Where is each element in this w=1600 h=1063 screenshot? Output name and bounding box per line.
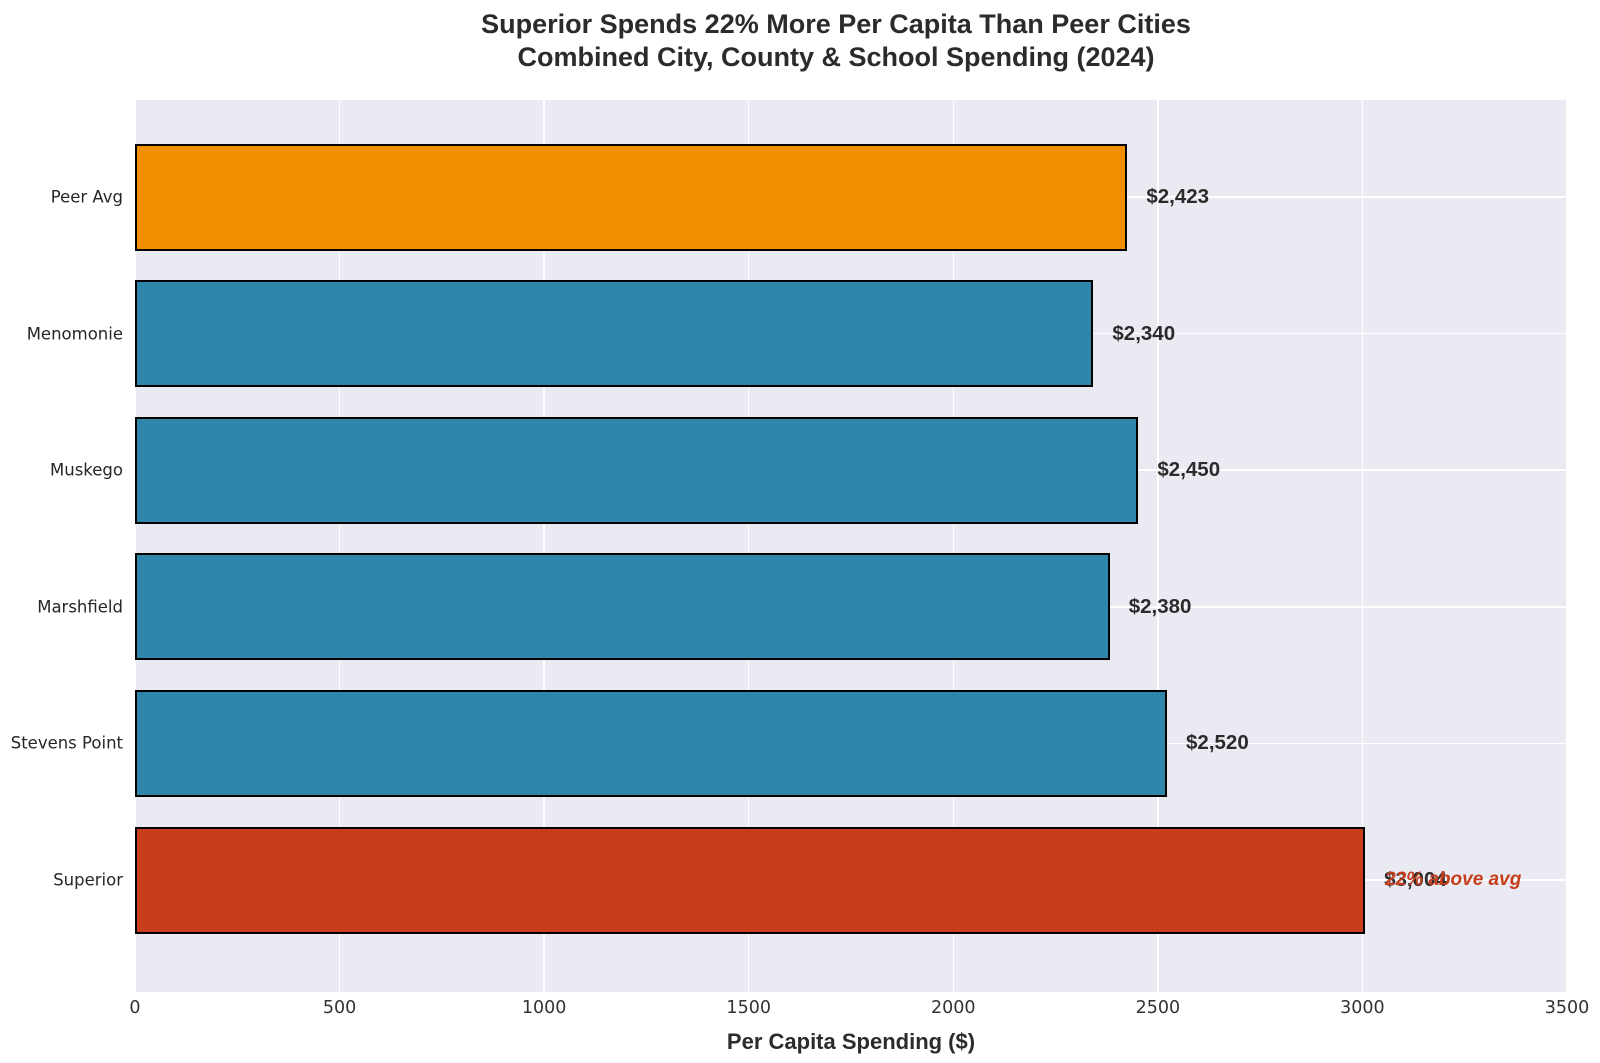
chart-subtitle: Combined City, County & School Spending … (517, 42, 1155, 72)
bar-value-label: $2,520 (1186, 731, 1249, 755)
bar-value-label: $2,423 (1146, 185, 1210, 208)
bar-peer-avg (135, 143, 1128, 251)
bar-menomonie (135, 280, 1094, 388)
bar-stevens-point (135, 689, 1168, 797)
category-label-superior: Superior (53, 870, 123, 890)
gridline-vertical (543, 100, 545, 992)
x-tick-label: 0 (129, 998, 141, 1018)
gridline-vertical (952, 100, 955, 992)
category-label-muskego: Muskego (50, 460, 123, 480)
bar-muskego (135, 416, 1139, 524)
category-label-peer-avg: Peer Avg (50, 187, 123, 207)
category-label-stevens-point: Stevens Point (10, 733, 123, 753)
gridline-vertical (1361, 100, 1364, 992)
gridline-vertical (338, 100, 341, 992)
bar-superior (135, 826, 1366, 934)
plot-area: $2,423 $2,340 $2,450 $2,380 $2,520 $3,004 22% … (134, 100, 1568, 992)
x-axis-label: Per Capita Spending ($) (726, 1029, 976, 1054)
bar-value-label: $3,004 (1384, 868, 1447, 891)
bar-value-label: $2,450 (1157, 458, 1221, 482)
x-tick-label: 2000 (931, 998, 976, 1018)
gridline-vertical (134, 100, 136, 992)
gridline-vertical (747, 100, 750, 992)
chart-title-block: Superior Spends 22% More Per Capita Than… (120, 8, 1552, 74)
x-tick-label: 1000 (521, 998, 567, 1018)
bar-value-label: $2,340 (1112, 321, 1176, 345)
gridline-vertical (1157, 100, 1159, 992)
x-tick-label: 500 (322, 998, 357, 1018)
x-tick-label: 3000 (1340, 998, 1385, 1018)
chart-title: Superior Spends 22% More Per Capita Than… (481, 9, 1191, 39)
category-label-marshfield: Marshfield (37, 597, 123, 617)
bar-marshfield (135, 553, 1110, 661)
gridline-vertical (1566, 100, 1568, 992)
bar-value-label: $2,380 (1128, 594, 1192, 618)
annotation-above-avg: 22% above avg (1385, 869, 1522, 890)
category-label-menomonie: Menomonie (26, 324, 123, 344)
x-tick-label: 2500 (1135, 998, 1181, 1018)
x-tick-label: 1500 (726, 998, 771, 1018)
x-tick-label: 3500 (1544, 998, 1590, 1018)
